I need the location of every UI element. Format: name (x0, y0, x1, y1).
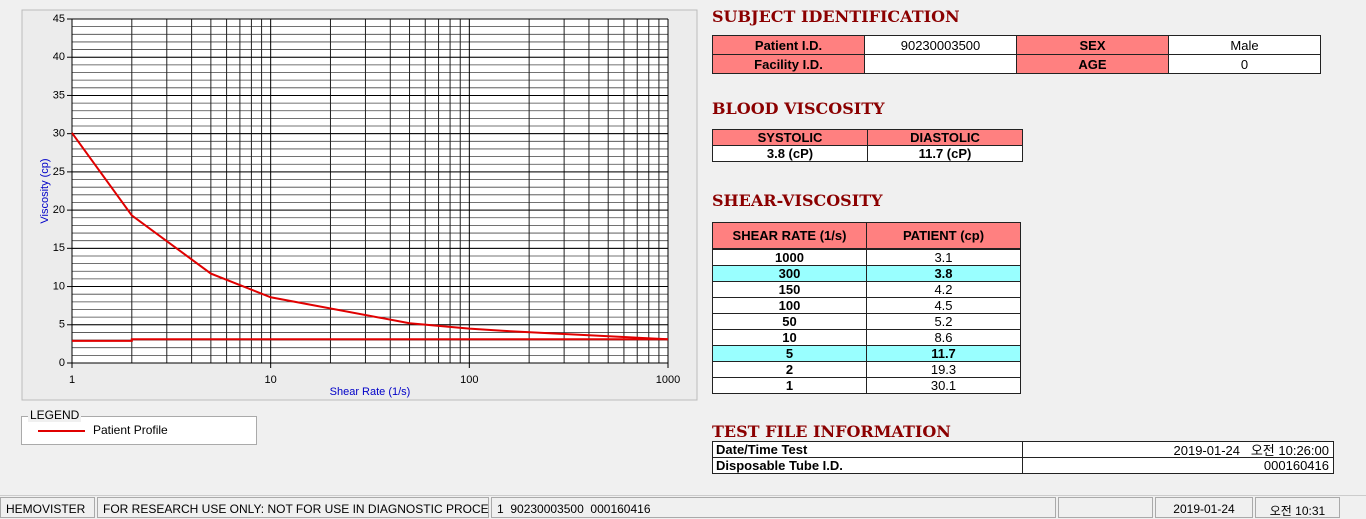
x-tick-label: 1000 (656, 374, 680, 386)
data-line (72, 338, 668, 342)
table-cell: 8.6 (866, 329, 1021, 346)
legend-swatch (38, 430, 85, 432)
y-tick-label: 45 (53, 13, 65, 25)
table-cell: SYSTOLIC (712, 129, 868, 146)
table-cell: 3.1 (866, 249, 1021, 266)
table-cell: 30.1 (866, 377, 1021, 394)
table-cell: Disposable Tube I.D. (712, 457, 1023, 474)
table-cell: 150 (712, 281, 867, 298)
y-tick-label: 35 (53, 89, 65, 101)
y-tick-label: 5 (59, 319, 65, 331)
x-tick-label: 10 (265, 374, 277, 386)
x-tick-label: 100 (460, 374, 478, 386)
y-tick-label: 25 (53, 166, 65, 178)
table-cell: 1000 (712, 249, 867, 266)
status-cell: HEMOVISTER (0, 497, 95, 518)
table-cell: PATIENT (cp) (866, 222, 1021, 249)
data-line (71, 132, 669, 341)
table-cell: 11.7 (866, 345, 1021, 362)
section-title: BLOOD VISCOSITY (712, 99, 885, 118)
section-title: TEST FILE INFORMATION (712, 422, 951, 441)
table-cell: 90230003500 (864, 35, 1017, 55)
table-cell (864, 54, 1017, 74)
table-cell: Patient I.D. (712, 35, 865, 55)
table-cell: SHEAR RATE (1/s) (712, 222, 867, 249)
legend-title: LEGEND (28, 408, 82, 422)
status-cell: 2019-01-24 (1155, 497, 1253, 518)
legend-label: Patient Profile (93, 423, 168, 437)
table-cell: 0 (1168, 54, 1321, 74)
status-cell: 1 90230003500 000160416 (491, 497, 1056, 518)
table-cell: AGE (1016, 54, 1169, 74)
status-cell: FOR RESEARCH USE ONLY: NOT FOR USE IN DI… (97, 497, 489, 518)
x-tick-label: 1 (69, 374, 75, 386)
section-title: SHEAR-VISCOSITY (712, 191, 883, 210)
table-cell: 100 (712, 297, 867, 314)
section-title: SUBJECT IDENTIFICATION (712, 7, 960, 26)
table-cell: DIASTOLIC (867, 129, 1023, 146)
table-cell: 10 (712, 329, 867, 346)
y-axis-label: Viscosity (cp) (39, 158, 51, 223)
table-cell: 5.2 (866, 313, 1021, 330)
status-bar (0, 495, 1366, 519)
table-cell: Male (1168, 35, 1321, 55)
table-cell: Facility I.D. (712, 54, 865, 74)
table-cell: 50 (712, 313, 867, 330)
y-tick-label: 40 (53, 51, 65, 63)
y-tick-label: 15 (53, 242, 65, 254)
status-cell (1058, 497, 1153, 518)
y-tick-label: 20 (53, 204, 65, 216)
table-cell: Date/Time Test (712, 441, 1023, 458)
table-cell: 2019-01-24 오전 10:26:00 (1022, 441, 1334, 458)
table-cell: 1 (712, 377, 867, 394)
table-cell: 5 (712, 345, 867, 362)
status-cell: 오전 10:31 (1255, 497, 1340, 518)
table-cell: SEX (1016, 35, 1169, 55)
table-cell: 4.5 (866, 297, 1021, 314)
x-axis-label: Shear Rate (1/s) (330, 386, 411, 398)
table-cell: 2 (712, 361, 867, 378)
table-cell: 19.3 (866, 361, 1021, 378)
plot-area (72, 19, 668, 363)
table-cell: 11.7 (cP) (867, 145, 1023, 162)
table-cell: 4.2 (866, 281, 1021, 298)
y-tick-label: 10 (53, 280, 65, 292)
chart: 0 5 10 15 20 25 30 35 40 45 1 10 100 1000 Shear Rate (… (21, 9, 698, 401)
table-cell: 300 (712, 265, 867, 282)
table-cell: 3.8 (866, 265, 1021, 282)
table-cell: 000160416 (1022, 457, 1334, 474)
y-tick-label: 0 (59, 357, 65, 369)
table-cell: 3.8 (cP) (712, 145, 868, 162)
y-tick-label: 30 (53, 128, 65, 140)
